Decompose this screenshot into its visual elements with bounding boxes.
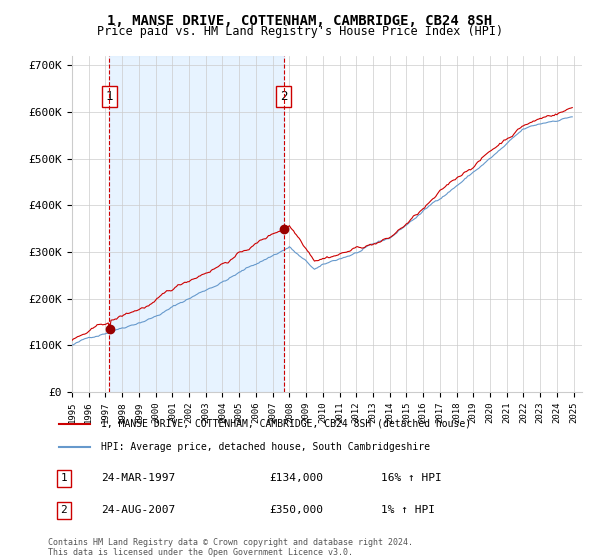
Bar [109,56,284,392]
Text: Price paid vs. HM Land Registry's House Price Index (HPI): Price paid vs. HM Land Registry's House … [97,25,503,38]
Text: 1, MANSE DRIVE, COTTENHAM, CAMBRIDGE, CB24 8SH: 1, MANSE DRIVE, COTTENHAM, CAMBRIDGE, CB… [107,14,493,28]
Text: £350,000: £350,000 [270,505,324,515]
Text: £134,000: £134,000 [270,473,324,483]
Text: 1: 1 [106,90,113,103]
Text: 16% ↑ HPI: 16% ↑ HPI [380,473,442,483]
Text: 24-AUG-2007: 24-AUG-2007 [101,505,175,515]
Text: 2: 2 [280,90,287,103]
Text: 1: 1 [61,473,67,483]
Text: 2: 2 [61,505,67,515]
Text: HPI: Average price, detached house, South Cambridgeshire: HPI: Average price, detached house, Sout… [101,442,430,452]
Text: 1% ↑ HPI: 1% ↑ HPI [380,505,434,515]
Text: 24-MAR-1997: 24-MAR-1997 [101,473,175,483]
Text: Contains HM Land Registry data © Crown copyright and database right 2024.
This d: Contains HM Land Registry data © Crown c… [48,538,413,557]
Text: 1, MANSE DRIVE, COTTENHAM, CAMBRIDGE, CB24 8SH (detached house): 1, MANSE DRIVE, COTTENHAM, CAMBRIDGE, CB… [101,419,471,429]
